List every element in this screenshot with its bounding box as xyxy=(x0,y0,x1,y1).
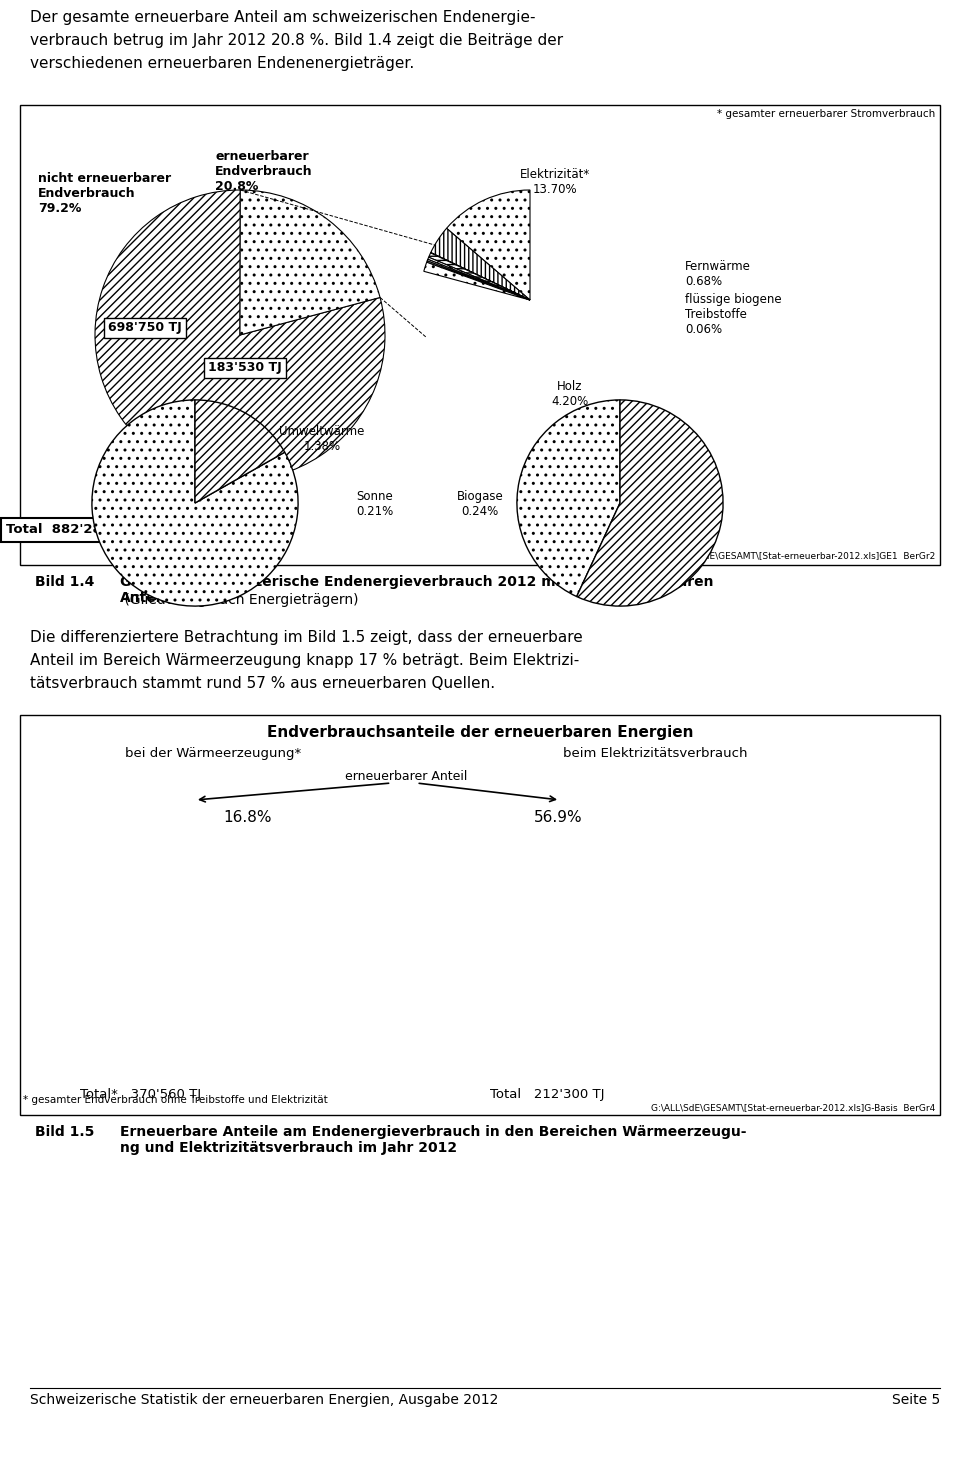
Text: Endverbrauchsanteile der erneuerbaren Energien: Endverbrauchsanteile der erneuerbaren En… xyxy=(267,726,693,740)
Text: Holz
4.20%: Holz 4.20% xyxy=(551,380,588,408)
Wedge shape xyxy=(431,253,530,300)
Wedge shape xyxy=(426,260,530,300)
Text: Die differenziertere Betrachtung im Bild 1.5 zeigt, dass der erneuerbare
Anteil : Die differenziertere Betrachtung im Bild… xyxy=(30,631,583,691)
Text: Total  882'280 TJ: Total 882'280 TJ xyxy=(6,524,130,537)
Text: Bild 1.4: Bild 1.4 xyxy=(35,575,94,590)
Text: Sonne
0.21%: Sonne 0.21% xyxy=(356,490,394,518)
Wedge shape xyxy=(446,190,530,300)
Bar xyxy=(20,715,940,1115)
Wedge shape xyxy=(428,257,530,300)
Wedge shape xyxy=(429,253,530,300)
Text: G:\ALL\SdE\GESAMT\[Stat-erneuerbar-2012.xls]G-Basis  BerGr4: G:\ALL\SdE\GESAMT\[Stat-erneuerbar-2012.… xyxy=(651,1103,935,1112)
Text: Gesamter schweizerische Endenergieverbrauch 2012 mit den erneuerbaren
Anteilen: Gesamter schweizerische Endenergieverbra… xyxy=(120,575,713,606)
Wedge shape xyxy=(95,190,385,480)
Text: Der gesamte erneuerbare Anteil am schweizerischen Endenergie-
verbrauch betrug i: Der gesamte erneuerbare Anteil am schwei… xyxy=(30,10,564,70)
Text: * gesamter Endverbrauch ohne Treibstoffe und Elektrizität: * gesamter Endverbrauch ohne Treibstoffe… xyxy=(23,1094,327,1105)
Text: erneuerbarer
Endverbrauch
20.8%: erneuerbarer Endverbrauch 20.8% xyxy=(215,151,313,193)
Text: 183'530 TJ: 183'530 TJ xyxy=(208,361,282,375)
Wedge shape xyxy=(423,262,530,300)
Wedge shape xyxy=(516,399,620,597)
Wedge shape xyxy=(427,259,530,300)
Text: 698'750 TJ: 698'750 TJ xyxy=(108,322,181,335)
Wedge shape xyxy=(431,228,530,300)
Text: G:\ALL\SdE\GESAMT\[Stat-erneuerbar-2012.xls]GE1  BerGr2: G:\ALL\SdE\GESAMT\[Stat-erneuerbar-2012.… xyxy=(665,552,935,560)
Text: Seite 5: Seite 5 xyxy=(892,1393,940,1407)
Text: flüssige biogene
Treibstoffe
0.06%: flüssige biogene Treibstoffe 0.06% xyxy=(685,293,781,336)
Wedge shape xyxy=(240,190,380,335)
Text: Total*   370'560 TJ: Total* 370'560 TJ xyxy=(80,1088,202,1102)
Bar xyxy=(20,105,940,565)
Text: beim Elektrizitätsverbrauch: beim Elektrizitätsverbrauch xyxy=(563,748,747,759)
Text: erneuerbarer Anteil: erneuerbarer Anteil xyxy=(346,770,468,783)
Text: * gesamter erneuerbarer Stromverbrauch: * gesamter erneuerbarer Stromverbrauch xyxy=(717,110,935,119)
Wedge shape xyxy=(195,399,285,503)
Text: Bild 1.5: Bild 1.5 xyxy=(35,1125,94,1140)
Text: Elektrizität*
13.70%: Elektrizität* 13.70% xyxy=(520,168,590,196)
Text: (Gliederung nach Energieträgern): (Gliederung nach Energieträgern) xyxy=(120,593,358,607)
Text: Total   212'300 TJ: Total 212'300 TJ xyxy=(490,1088,605,1102)
Wedge shape xyxy=(92,399,299,606)
Text: erneuerbare Anteile
aus Abfall
0.33%: erneuerbare Anteile aus Abfall 0.33% xyxy=(531,475,649,518)
Wedge shape xyxy=(577,399,723,606)
Text: 56.9%: 56.9% xyxy=(534,811,583,825)
Text: Umweltwärme
1.38%: Umweltwärme 1.38% xyxy=(279,424,365,454)
Text: Schweizerische Statistik der erneuerbaren Energien, Ausgabe 2012: Schweizerische Statistik der erneuerbare… xyxy=(30,1393,498,1407)
Text: 16.8%: 16.8% xyxy=(224,811,273,825)
Text: bei der Wärmeerzeugung*: bei der Wärmeerzeugung* xyxy=(125,748,301,759)
Text: nicht erneuerbarer
Endverbrauch
79.2%: nicht erneuerbarer Endverbrauch 79.2% xyxy=(38,173,171,215)
Text: Erneuerbare Anteile am Endenergieverbrauch in den Bereichen Wärmeerzeugu-
ng und: Erneuerbare Anteile am Endenergieverbrau… xyxy=(120,1125,747,1156)
Text: Fernwärme
0.68%: Fernwärme 0.68% xyxy=(685,260,751,288)
Text: Biogase
0.24%: Biogase 0.24% xyxy=(457,490,503,518)
